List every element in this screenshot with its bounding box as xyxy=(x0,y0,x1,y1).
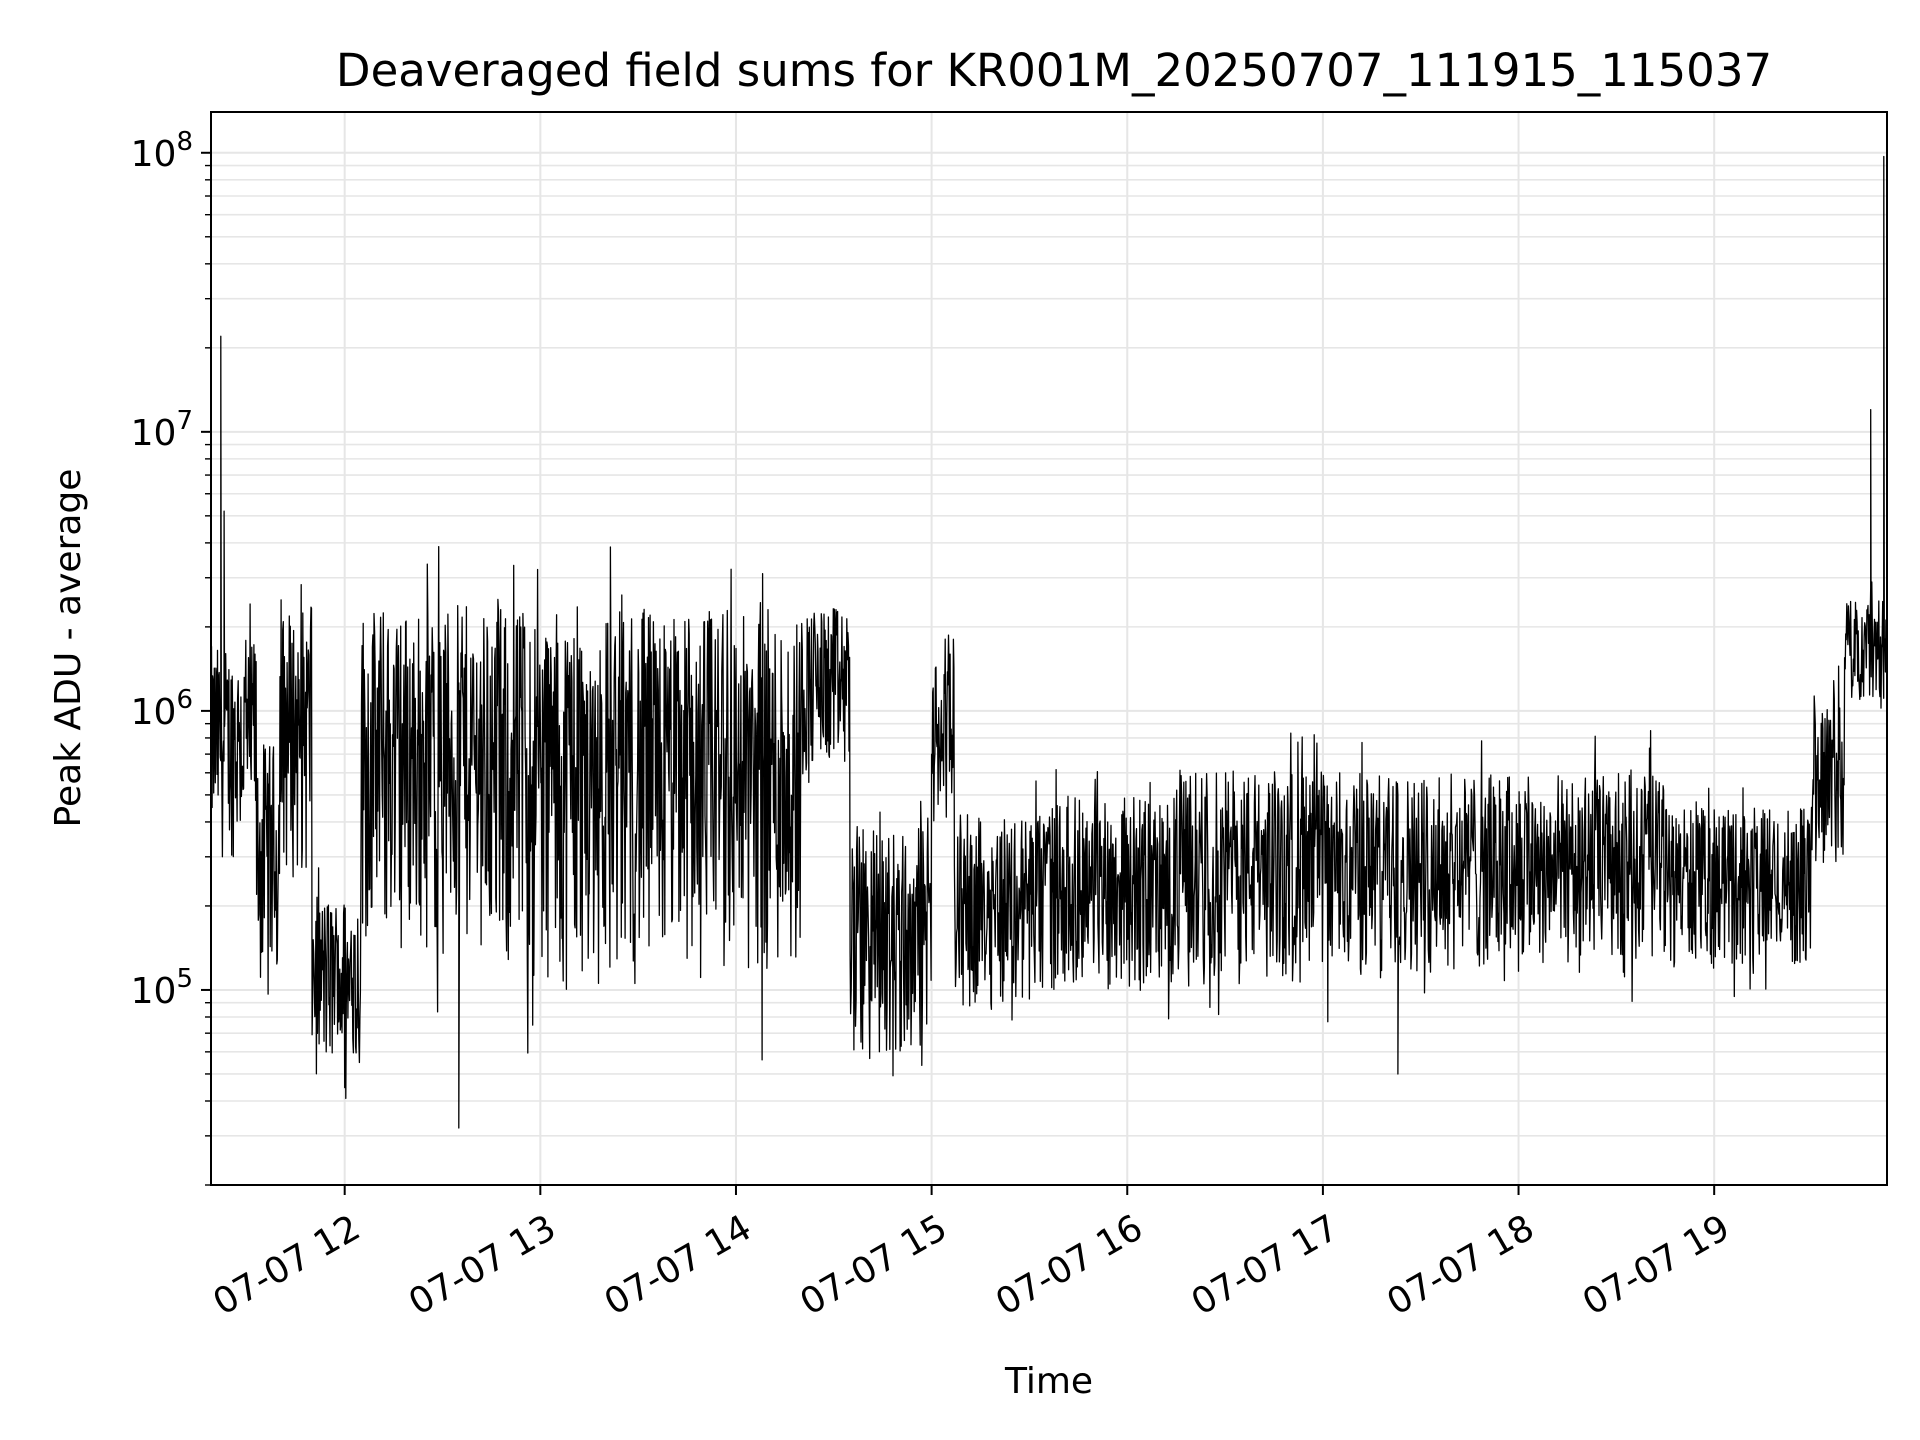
plot-frame xyxy=(210,111,1888,1186)
series-path xyxy=(210,155,1888,1129)
y-axis-label: Peak ADU - average xyxy=(48,469,89,828)
x-axis-label: Time xyxy=(1004,1361,1093,1402)
series-line xyxy=(210,155,1888,1129)
y-tick-label: 107 xyxy=(131,406,193,454)
y-tick-label: 105 xyxy=(131,964,193,1012)
y-tick-label: 106 xyxy=(131,685,193,733)
chart-title: Deaveraged field sums for KR001M_2025070… xyxy=(336,44,1772,97)
y-tick-label: 108 xyxy=(131,127,193,175)
y-axis-ticks: 105 106 107 108 xyxy=(131,127,211,1186)
